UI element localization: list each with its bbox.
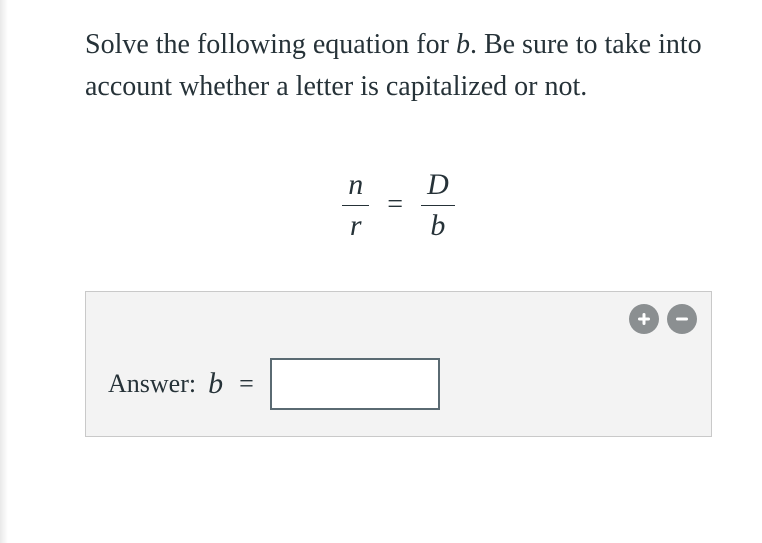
- plus-icon: [637, 312, 651, 326]
- prompt-variable: b: [456, 29, 470, 60]
- answer-panel: Answer: b =: [85, 291, 712, 437]
- add-input-button[interactable]: [629, 304, 659, 334]
- fraction-right: D b: [421, 169, 455, 241]
- remove-input-button[interactable]: [667, 304, 697, 334]
- equals-sign: =: [387, 189, 403, 221]
- card-left-shadow: [0, 0, 8, 543]
- prompt-text-1: Solve the following equation for: [85, 29, 456, 60]
- card-content: Solve the following equation for b. Be s…: [0, 0, 762, 437]
- question-prompt: Solve the following equation for b. Be s…: [85, 24, 712, 108]
- answer-row: Answer: b =: [108, 358, 689, 410]
- input-count-controls: [629, 304, 697, 334]
- fraction-left-numerator: n: [342, 169, 369, 201]
- answer-input[interactable]: [270, 358, 440, 410]
- answer-variable: b: [208, 367, 223, 401]
- fraction-right-numerator: D: [421, 169, 455, 201]
- answer-label: Answer:: [108, 369, 196, 399]
- minus-icon: [675, 312, 689, 326]
- fraction-left-bar: [342, 205, 369, 206]
- fraction-left: n r: [342, 169, 369, 241]
- answer-equals: =: [239, 369, 254, 399]
- fraction-left-denominator: r: [344, 210, 368, 242]
- fraction-right-bar: [421, 205, 455, 206]
- fraction-right-denominator: b: [424, 210, 451, 242]
- question-card: Solve the following equation for b. Be s…: [0, 0, 762, 543]
- equation-display: n r = D b: [85, 168, 712, 241]
